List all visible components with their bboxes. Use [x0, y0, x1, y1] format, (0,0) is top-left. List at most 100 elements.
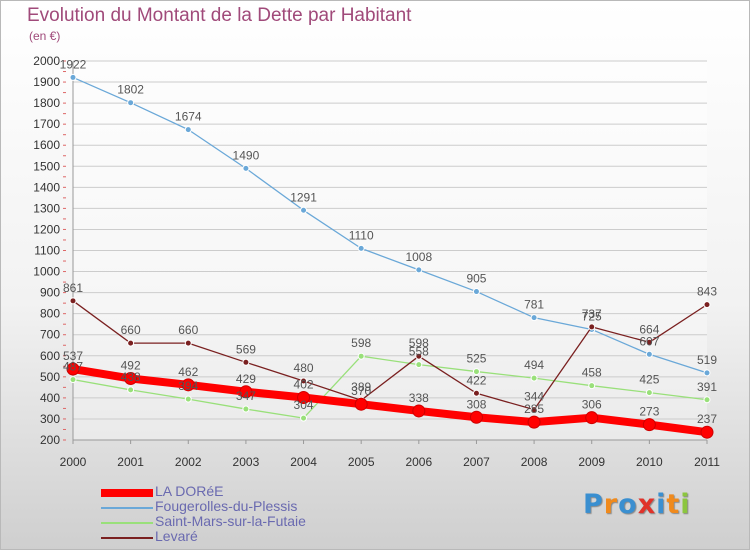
- data-label: 308: [466, 397, 486, 411]
- x-tick-label: 2002: [175, 455, 202, 469]
- data-label: 338: [409, 391, 429, 405]
- series-point-1: [530, 314, 538, 322]
- logo-letter: r: [603, 489, 619, 520]
- proxiti-logo: Proxiti: [583, 489, 691, 520]
- series-point-3: [242, 358, 250, 366]
- legend-swatch: [101, 521, 153, 524]
- series-point-0: [527, 415, 541, 429]
- series-point-1: [242, 164, 250, 172]
- data-label: 304: [294, 398, 314, 412]
- data-label: 725: [582, 309, 602, 323]
- logo-letter: i: [656, 489, 667, 520]
- data-label: 494: [524, 358, 544, 372]
- series-point-0: [700, 425, 714, 439]
- y-tick-label: 1200: [33, 222, 60, 236]
- x-tick-label: 2004: [290, 455, 317, 469]
- series-point-2: [127, 386, 135, 394]
- data-label: 391: [697, 380, 717, 394]
- data-label: 598: [409, 336, 429, 350]
- data-label: 285: [524, 402, 544, 416]
- y-tick-label: 1300: [33, 201, 60, 215]
- data-label: 1291: [290, 190, 317, 204]
- data-label: 487: [63, 360, 83, 374]
- data-label: 273: [639, 405, 659, 419]
- series-point-1: [645, 350, 653, 358]
- logo-letter: x: [637, 489, 657, 520]
- y-tick-label: 800: [40, 307, 60, 321]
- legend-label: LA DORéE: [155, 483, 224, 499]
- data-label: 664: [639, 322, 659, 336]
- series-point-0: [585, 411, 599, 425]
- series-line-0: [69, 365, 711, 437]
- data-label: 344: [524, 390, 544, 404]
- legend-label: Saint-Mars-sur-la-Futaie: [155, 513, 306, 529]
- data-label: 480: [294, 361, 314, 375]
- series-point-0: [124, 372, 138, 386]
- data-label: 598: [351, 336, 371, 350]
- series-line-1: [72, 76, 708, 374]
- y-tick-label: 1500: [33, 159, 60, 173]
- series-point-2: [184, 395, 192, 403]
- y-tick-label: 1700: [33, 117, 60, 131]
- x-tick-label: 2007: [463, 455, 490, 469]
- series-point-2: [645, 389, 653, 397]
- series-point-1: [703, 369, 711, 377]
- series-point-2: [530, 374, 538, 382]
- data-label: 607: [639, 334, 659, 348]
- data-label: 861: [63, 281, 83, 295]
- x-tick-label: 2006: [405, 455, 432, 469]
- data-label: 458: [582, 366, 602, 380]
- data-label: 429: [236, 372, 256, 386]
- x-tick-label: 2001: [117, 455, 144, 469]
- legend-swatch: [101, 536, 153, 539]
- series-point-2: [415, 361, 423, 369]
- data-label: 1490: [233, 148, 260, 162]
- x-tick-label: 2011: [694, 455, 720, 469]
- y-tick-label: 1100: [34, 244, 60, 258]
- series-point-2: [69, 376, 77, 384]
- series-point-3: [645, 338, 653, 346]
- chart-unit: (en €): [29, 29, 61, 43]
- series-point-2: [703, 396, 711, 404]
- series-point-1: [127, 99, 135, 107]
- series-point-1: [415, 266, 423, 274]
- logo-letter: i: [680, 489, 691, 520]
- data-label: 525: [466, 352, 486, 366]
- data-label: 1008: [405, 250, 432, 264]
- legend-swatch: [101, 506, 153, 509]
- data-label: 519: [697, 353, 717, 367]
- data-label: 438: [121, 370, 141, 384]
- x-tick-label: 2010: [636, 455, 663, 469]
- series-point-2: [588, 382, 596, 390]
- y-tick-label: 1400: [33, 180, 60, 194]
- series-point-2: [300, 414, 308, 422]
- data-label: 306: [582, 398, 602, 412]
- data-label: 1674: [175, 110, 202, 124]
- x-tick-label: 2005: [348, 455, 375, 469]
- x-tick-label: 2000: [60, 455, 87, 469]
- data-label: 237: [697, 412, 717, 426]
- data-label: 370: [351, 384, 371, 398]
- data-label: 422: [466, 373, 486, 387]
- series-point-2: [242, 405, 250, 413]
- series-point-0: [412, 404, 426, 418]
- series-point-0: [297, 390, 311, 404]
- series-point-3: [69, 297, 77, 305]
- y-tick-label: 1000: [33, 265, 60, 279]
- chart-title: Evolution du Montant de la Dette par Hab…: [27, 5, 412, 26]
- legend-label: Fougerolles-du-Plessis: [155, 498, 298, 514]
- data-label: 1922: [60, 57, 87, 71]
- data-label: 394: [178, 379, 198, 393]
- y-tick-label: 400: [40, 391, 60, 405]
- data-label: 1802: [117, 83, 144, 97]
- series-point-3: [703, 301, 711, 309]
- series-point-3: [472, 389, 480, 397]
- y-tick-label: 1600: [33, 138, 60, 152]
- series-point-3: [127, 339, 135, 347]
- x-tick-label: 2009: [578, 455, 605, 469]
- series-point-1: [184, 126, 192, 134]
- y-tick-label: 2000: [33, 54, 60, 68]
- legend-label: Levaré: [155, 528, 198, 544]
